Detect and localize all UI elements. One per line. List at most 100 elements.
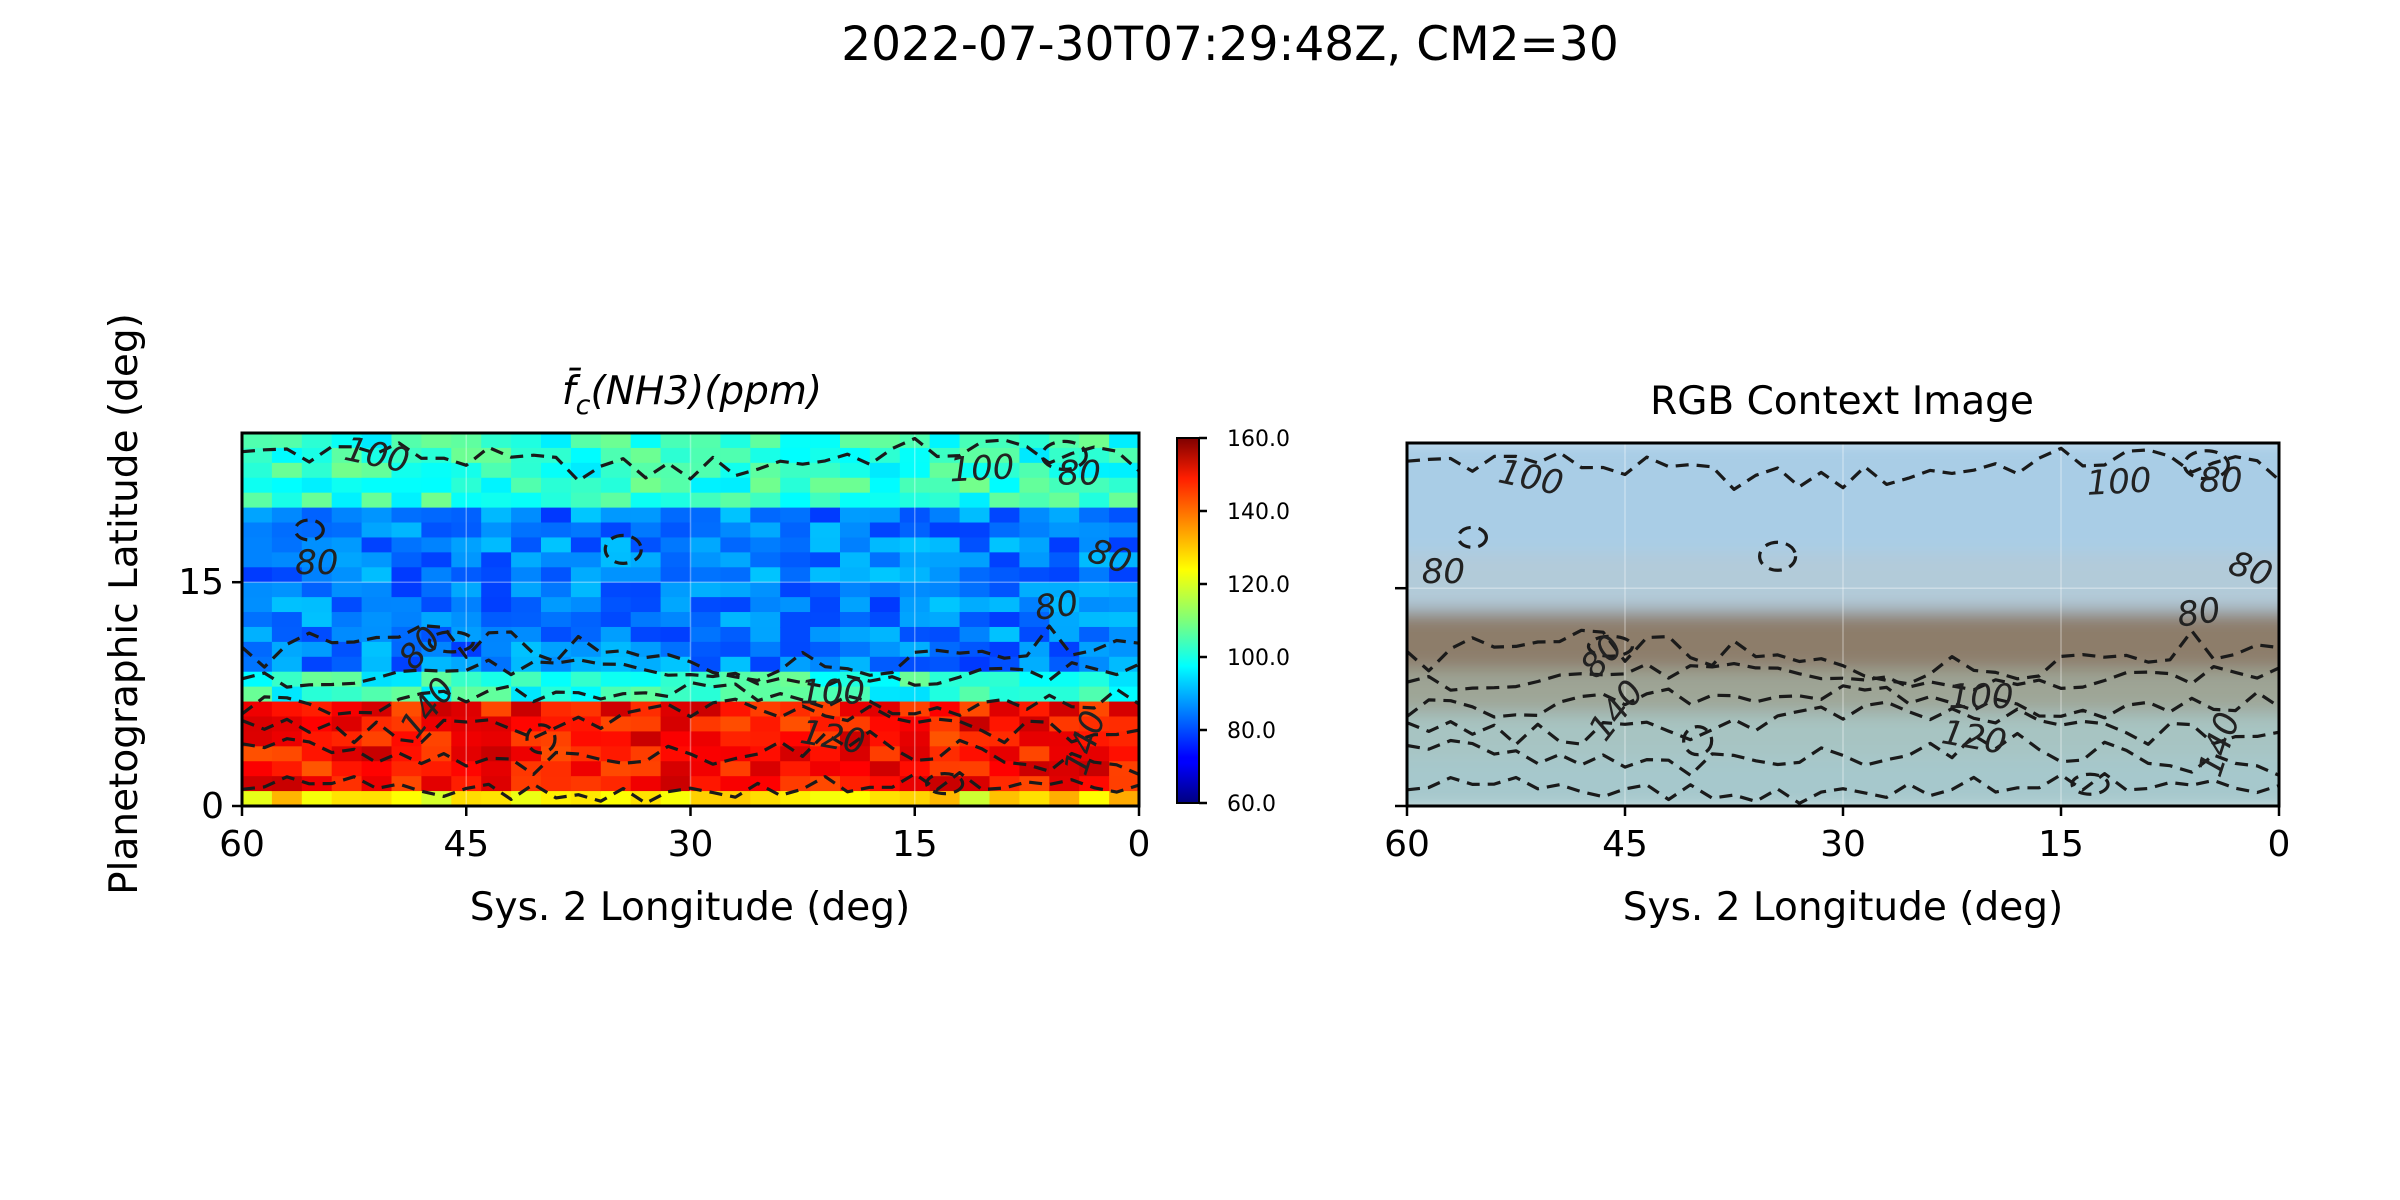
heatmap-cell	[1109, 552, 1139, 568]
heatmap-cell	[630, 791, 662, 806]
figure-ylabel: Planetographic Latitude (deg)	[102, 313, 147, 895]
heatmap-cell	[690, 552, 721, 568]
heatmap-cell	[869, 492, 901, 509]
heatmap-cell	[451, 537, 482, 553]
heatmap-cell	[959, 791, 991, 806]
heatmap-cell	[541, 537, 572, 553]
heatmap-cell	[391, 716, 422, 732]
heatmap-cell	[690, 746, 721, 762]
colorbar: 60.0 80.0 100.0 120.0 140.0 160.0	[1176, 427, 1290, 817]
heatmap-cell	[331, 522, 363, 539]
heatmap-cell	[600, 671, 632, 688]
heatmap-cell	[810, 761, 841, 777]
heatmap-cell	[421, 522, 452, 539]
heatmap-cell	[1079, 477, 1110, 494]
heatmap-cell	[570, 552, 602, 568]
heatmap-cell	[780, 656, 811, 673]
heatmap-cell	[1019, 612, 1050, 628]
heatmap-cell	[242, 746, 273, 762]
heatmap-cell	[810, 462, 841, 479]
heatmap-cell	[989, 716, 1020, 732]
heatmap-cell	[1079, 537, 1110, 553]
heatmap-cell	[899, 522, 931, 539]
heatmap-cell	[570, 537, 602, 553]
contour-blob	[293, 518, 325, 542]
heatmap-cell	[690, 492, 721, 509]
heatmap-cell	[780, 776, 811, 792]
contour-line	[1407, 662, 2279, 692]
heatmap-cell	[570, 612, 602, 628]
heatmap-cell	[511, 776, 542, 792]
rgb-x-ticks: 60 45 30 15 0	[1384, 806, 2290, 865]
heatmap-cell	[301, 746, 333, 762]
heatmap-cell	[869, 582, 901, 598]
heatmap-cell	[1109, 477, 1139, 494]
heatmap-cell	[840, 433, 871, 449]
heatmap-cell	[720, 701, 751, 718]
heatmap-cell	[660, 716, 692, 732]
heatmap-cell	[361, 791, 393, 806]
heatmap-cell	[1109, 746, 1139, 762]
heatmap-cell	[600, 462, 632, 479]
heatmap-cell	[481, 462, 512, 479]
heatmap-cell	[511, 462, 542, 479]
heatmap-cell	[301, 552, 333, 568]
heatmap-cell	[361, 582, 393, 598]
heatmap-cell	[959, 597, 991, 613]
heatmap-cell	[720, 552, 751, 568]
heatmap-cell	[391, 791, 422, 806]
heatmap-cell	[630, 447, 662, 464]
heatmap-cell	[421, 477, 452, 494]
contour-line	[242, 729, 1139, 776]
heatmap-cell	[541, 582, 572, 598]
heatmap-cell	[1109, 701, 1139, 718]
heatmap-cell	[780, 731, 811, 747]
heatmap-cell	[600, 612, 632, 628]
heatmap-cell	[959, 477, 991, 494]
contour-label: 100	[948, 447, 1015, 490]
heatmap-cell	[720, 761, 751, 777]
heatmap-cell	[391, 522, 422, 539]
heatmap-cell	[690, 776, 721, 792]
heatmap-cell	[750, 477, 781, 494]
heatmap-cell	[301, 776, 333, 792]
heatmap-cell	[869, 626, 901, 643]
heatmap-cell	[1109, 612, 1139, 628]
heatmap-cell	[331, 447, 363, 464]
heatmap-cell	[720, 567, 751, 583]
heatmap-cell	[720, 477, 751, 494]
heatmap-cell	[242, 462, 273, 479]
heatmap-cell	[929, 552, 961, 568]
heatmap-cell	[301, 612, 333, 628]
heatmap-cell	[810, 597, 841, 613]
heatmap-cell	[570, 716, 602, 732]
heatmap-cell	[929, 656, 961, 673]
heatmap-cell	[541, 641, 572, 658]
heatmap-cell	[899, 447, 931, 464]
heatmap-cell	[301, 507, 333, 524]
rgb-image-bands	[1407, 443, 2279, 806]
heatmap-cell	[989, 522, 1020, 539]
heatmap-cell	[750, 761, 781, 777]
heatmap-cell	[600, 656, 632, 673]
heatmap-cell	[271, 746, 303, 762]
heatmap-cell	[481, 731, 512, 747]
heatmap-cell	[451, 731, 482, 747]
heatmap-cell	[570, 492, 602, 509]
contour-blob	[603, 533, 643, 565]
heatmap-cell	[600, 791, 632, 806]
heatmap-cell	[959, 626, 991, 643]
heatmap-cell	[570, 656, 602, 673]
heatmap-cell	[959, 716, 991, 732]
heatmap-contours	[242, 436, 1139, 805]
heatmap-cell	[899, 462, 931, 479]
heatmap-cell	[899, 686, 931, 703]
heatmap-cell	[481, 686, 512, 703]
heatmap-cell	[301, 567, 333, 583]
heatmap-cell	[810, 686, 841, 703]
heatmap-cell	[929, 462, 961, 479]
heatmap-cell	[600, 701, 632, 718]
heatmap-cell	[271, 507, 303, 524]
heatmap-cell	[959, 433, 991, 449]
